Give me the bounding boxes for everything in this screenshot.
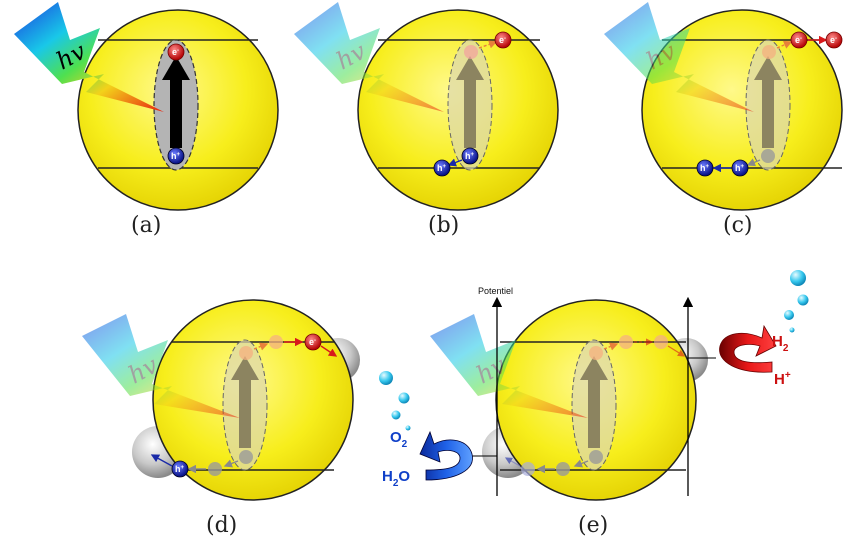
electron-label: e- (830, 35, 837, 45)
hole-ghost (208, 462, 222, 476)
electron-label: e- (499, 35, 506, 45)
oxidation-arrow (419, 430, 473, 481)
hole (433, 159, 451, 177)
panel-a: hv e- h+ (a) (14, 2, 279, 238)
hole-label: h+ (175, 464, 185, 474)
gas-bubble (391, 410, 401, 420)
photon-bolt (294, 2, 444, 112)
hole-ghost (556, 462, 570, 476)
hole (167, 147, 185, 165)
electron (825, 31, 843, 49)
caption-c: (c) (723, 213, 753, 238)
hole-transfer-arrow (447, 158, 463, 167)
electron-label: e- (309, 337, 316, 347)
hole-transfer-arrow (504, 457, 521, 467)
hole-label: h+ (465, 151, 475, 161)
electron-ghost (239, 346, 253, 360)
electron-ghost (619, 335, 633, 349)
gas-bubble (789, 327, 795, 333)
gas-bubble (398, 392, 410, 404)
electron-transfer-arrow (667, 345, 686, 357)
photon-bolt (14, 2, 164, 112)
particle (641, 9, 843, 211)
hole-transfer-arrow (223, 459, 239, 468)
hole (731, 159, 749, 177)
excitation-arrow (456, 56, 484, 148)
hole-label: h+ (171, 151, 181, 161)
caption-b: (b) (428, 213, 459, 238)
electron-ghost (762, 45, 776, 59)
hole-transfer-arrow (746, 158, 761, 167)
electron-label: e- (795, 35, 802, 45)
gas-bubble (784, 310, 794, 320)
panel-d: hv e- h+ (d) (82, 299, 360, 538)
excitation-arrow (231, 356, 259, 448)
hole-label: h+ (700, 163, 710, 173)
reduction-reactant: H+ (774, 370, 791, 388)
hole-ghost (521, 462, 535, 476)
gas-bubble (797, 294, 809, 306)
caption-a: (a) (131, 213, 161, 238)
hole (171, 460, 189, 478)
panel-e: hv Potentiel H2 H+ O2 H2O (379, 270, 809, 538)
caption-e: (e) (578, 513, 608, 538)
hole (696, 159, 714, 177)
electron-transfer-arrow (478, 40, 498, 49)
excitation-arrow (754, 56, 782, 148)
electron-ghost (654, 335, 668, 349)
photon-bolt (430, 314, 588, 418)
gas-bubble (379, 371, 393, 385)
electron-transfer-arrow (253, 342, 269, 351)
hole (461, 147, 479, 165)
potential-axis-label: Potentiel (478, 286, 513, 296)
electron-label: e- (172, 47, 179, 57)
panel-c: hv e- e- h+ h+ (c) (604, 2, 843, 238)
hole-transfer-arrow (573, 459, 589, 468)
hole-transfer-arrow (150, 454, 173, 467)
electron-transfer-arrow (320, 345, 338, 357)
panel-b: hv e- h+ h+ (b) (294, 2, 559, 238)
oxidation-product: O2 (390, 429, 408, 450)
hole-ghost (761, 149, 775, 163)
electron-transfer-arrow (603, 342, 619, 351)
electron-ghost (269, 335, 283, 349)
oxidation-reactant: H2O (382, 468, 410, 489)
excitation-arrow (162, 56, 190, 148)
photon-bolt (82, 314, 240, 418)
electron (790, 31, 808, 49)
electron (304, 333, 322, 351)
hole-label: h+ (437, 163, 447, 173)
hole-ghost (589, 450, 603, 464)
photon-bolt (604, 2, 754, 112)
reduction-arrow (719, 324, 777, 373)
electron-ghost (464, 45, 478, 59)
gas-bubble (405, 425, 411, 431)
reduction-product: H2 (772, 333, 789, 354)
caption-d: (d) (206, 513, 237, 538)
hole-ghost (239, 450, 253, 464)
electron (494, 31, 512, 49)
excitation-arrow (580, 356, 608, 448)
electron-transfer-arrow (776, 40, 793, 49)
hole-label: h+ (735, 163, 745, 173)
gas-bubble (790, 270, 806, 286)
electron (167, 43, 185, 61)
electron-ghost (589, 346, 603, 360)
